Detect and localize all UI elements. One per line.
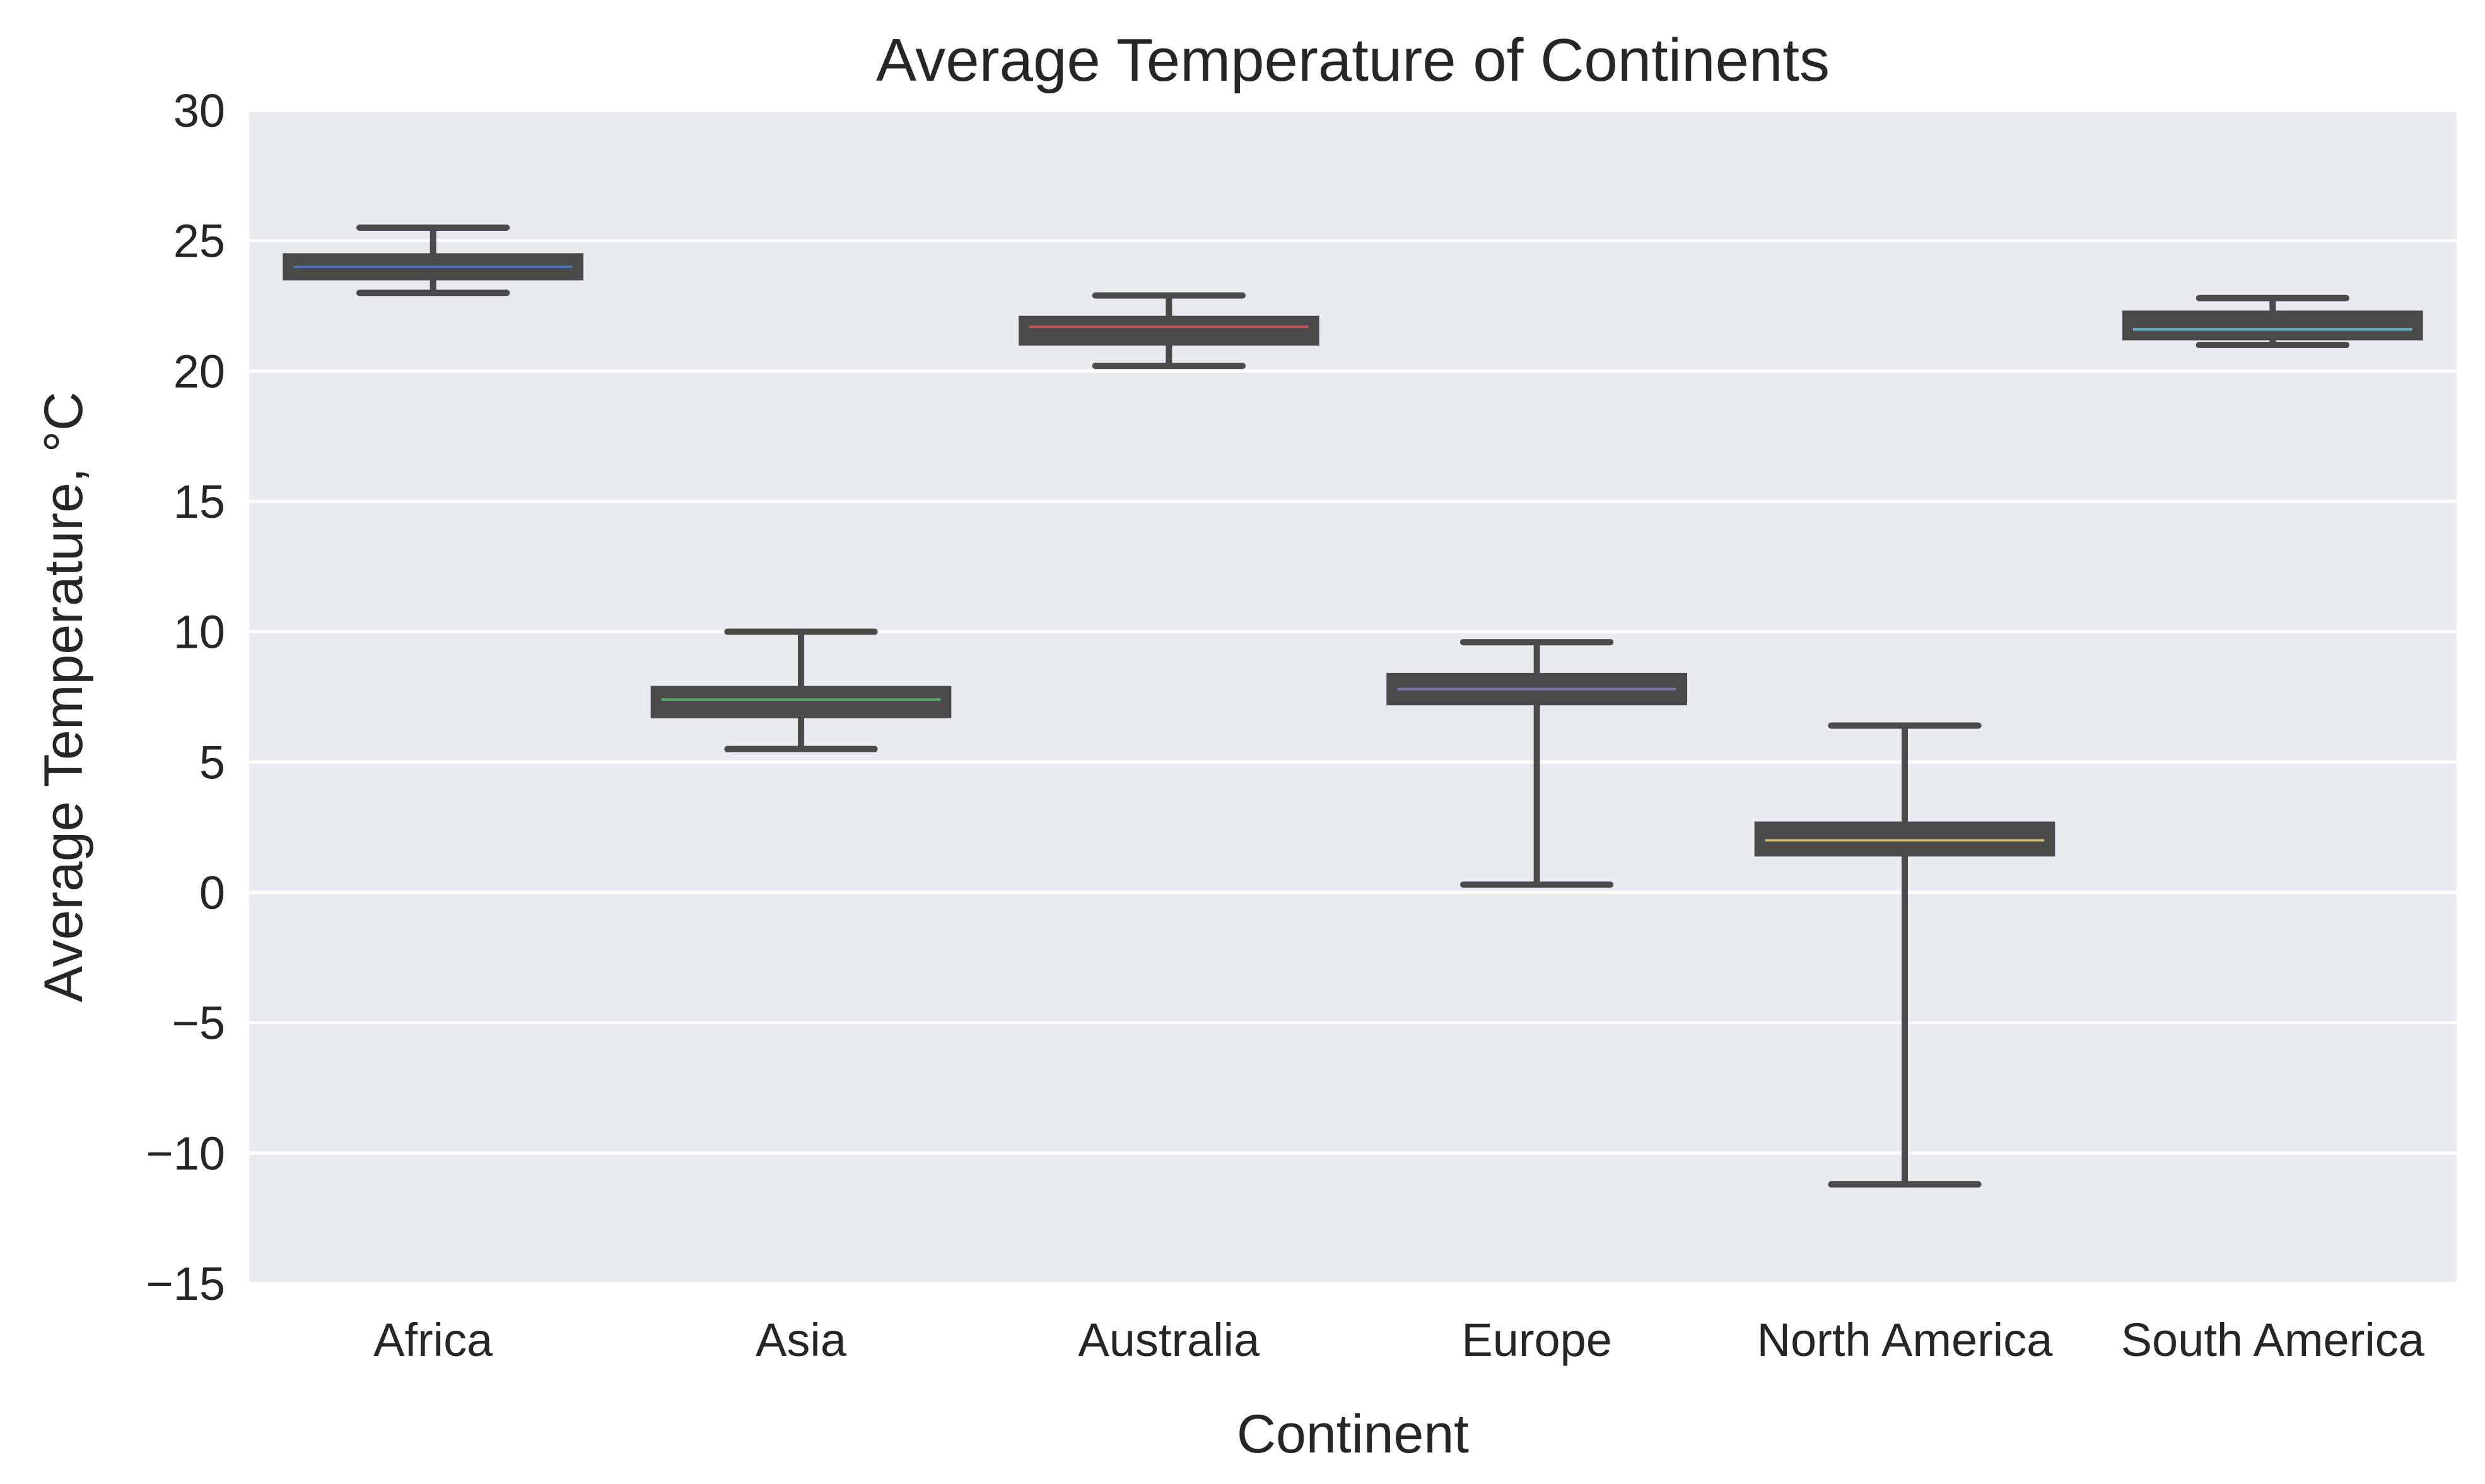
- chart-title: Average Temperature of Continents: [876, 26, 1830, 94]
- box-series: [283, 225, 2423, 1188]
- x-tick-label: Africa: [373, 1314, 493, 1366]
- x-axis-label: Continent: [1237, 1404, 1469, 1464]
- box-south-america: [2122, 295, 2423, 348]
- box-australia: [1019, 292, 1319, 370]
- box-europe: [1386, 639, 1687, 888]
- y-tick-label: 15: [173, 476, 225, 528]
- x-axis-ticks: Africa Asia Australia Europe North America So…: [373, 1314, 2425, 1366]
- y-axis-ticks: 30 25 20 15 10 5 0 −5 −10 −15: [146, 85, 225, 1310]
- grid-lines: [249, 108, 2457, 1285]
- y-axis-label: Average Temperature, °C: [33, 392, 94, 1002]
- y-tick-label: 10: [173, 606, 225, 658]
- y-tick-label: −10: [146, 1127, 225, 1179]
- y-tick-label: 0: [199, 867, 225, 919]
- box-north-america: [1754, 722, 2055, 1188]
- box-iqr: [1754, 821, 2055, 856]
- x-tick-label: South America: [2121, 1314, 2425, 1366]
- plot-area: [249, 110, 2457, 1283]
- x-tick-label: Australia: [1078, 1314, 1260, 1366]
- x-tick-label: North America: [1757, 1314, 2054, 1366]
- y-tick-label: −5: [172, 997, 225, 1049]
- box-iqr: [1019, 315, 1319, 346]
- y-tick-label: 20: [173, 345, 225, 397]
- box-africa: [283, 225, 583, 296]
- y-tick-label: 5: [199, 736, 225, 788]
- y-tick-label: 30: [173, 85, 225, 137]
- x-tick-label: Asia: [756, 1314, 847, 1366]
- box-asia: [650, 628, 952, 752]
- x-tick-label: Europe: [1461, 1314, 1612, 1366]
- y-tick-label: −15: [146, 1258, 225, 1310]
- box-iqr: [650, 686, 952, 718]
- y-tick-label: 25: [173, 215, 225, 267]
- box-iqr: [2122, 310, 2423, 341]
